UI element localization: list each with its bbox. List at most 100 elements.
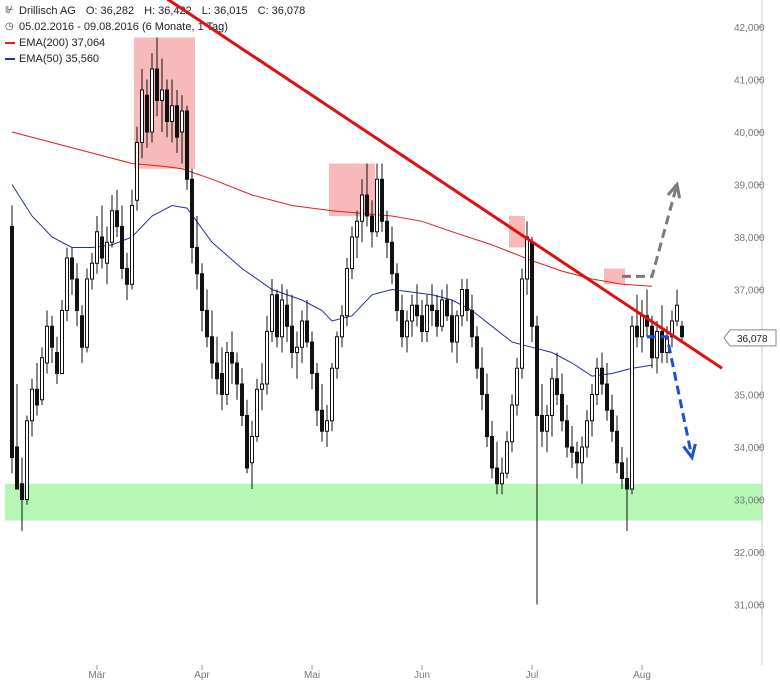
candle-body	[290, 325, 294, 353]
y-tick-label: 33,000	[734, 496, 765, 507]
candle	[415, 284, 419, 327]
candle-body	[450, 315, 454, 343]
candle-body	[340, 315, 344, 338]
candle-body	[595, 367, 599, 395]
candle-body	[255, 388, 259, 437]
candle-body	[635, 325, 639, 338]
candle-body	[405, 320, 409, 338]
candle	[495, 441, 499, 495]
candle	[145, 79, 149, 148]
x-tick-label: Jul	[526, 670, 539, 681]
candle	[330, 363, 334, 432]
candle-body	[625, 478, 629, 490]
candle-body	[85, 278, 89, 348]
resistance-trendline	[166, 0, 723, 370]
candle	[270, 279, 274, 342]
candle	[365, 163, 369, 227]
candle-body	[455, 315, 459, 343]
candle	[290, 294, 294, 369]
candle	[450, 300, 454, 353]
candle	[300, 310, 304, 363]
candle	[500, 457, 504, 495]
candle-body	[200, 273, 204, 311]
candle-body	[605, 383, 609, 411]
candle	[350, 226, 354, 279]
candle	[545, 405, 549, 453]
zones-layer	[5, 37, 762, 521]
x-tick-label: Apr	[194, 670, 210, 681]
candle-body	[565, 420, 569, 448]
ohlc-close-value: 36,078	[271, 5, 306, 17]
candle	[275, 289, 279, 348]
candle-body	[20, 483, 24, 500]
candle	[635, 294, 639, 348]
candle	[25, 415, 29, 505]
candle	[180, 95, 184, 164]
candle	[100, 205, 104, 269]
candle-body	[580, 446, 584, 464]
candle-body	[60, 310, 64, 374]
candle-body	[165, 89, 169, 122]
y-tick-label: 39,000	[734, 181, 765, 192]
x-tick-label: Mär	[88, 670, 106, 681]
candle-body	[30, 388, 34, 422]
candle-body	[75, 278, 79, 311]
candle	[510, 394, 514, 453]
candle-body	[215, 362, 219, 380]
candle	[265, 315, 269, 395]
candle-body	[600, 367, 604, 385]
candle	[345, 258, 349, 327]
candle-body	[110, 210, 114, 243]
y-tick-label: 37,000	[734, 286, 765, 297]
candle	[325, 405, 329, 447]
candle-body	[620, 462, 624, 479]
candle	[305, 300, 309, 348]
legend-ema200-row: EMA(200) 37,064	[5, 35, 305, 51]
candle-body	[235, 362, 239, 385]
candle-body	[355, 220, 359, 238]
candle	[425, 294, 429, 342]
candle-body	[505, 441, 509, 474]
candle-body	[500, 472, 504, 485]
candle	[15, 384, 19, 490]
candle	[420, 300, 424, 342]
candle-body	[660, 331, 664, 353]
candle-body	[520, 278, 524, 369]
candle	[60, 300, 64, 374]
candle	[525, 221, 529, 295]
candle	[555, 352, 559, 405]
candle	[335, 331, 339, 379]
x-tick-label: Jun	[414, 670, 430, 681]
candle-body	[180, 110, 184, 133]
ema200-value: 37,064	[71, 37, 106, 49]
candle-body	[280, 299, 284, 338]
candle-body	[390, 241, 394, 275]
current-price-label: 36,078	[737, 334, 768, 345]
candle	[10, 205, 14, 474]
candle	[520, 268, 524, 379]
y-tick-label: 34,000	[734, 443, 765, 454]
y-tick-label: 38,000	[734, 233, 765, 244]
candle-body	[120, 226, 124, 269]
candle	[610, 394, 614, 442]
candle	[360, 179, 364, 243]
candle	[630, 315, 634, 495]
x-tick-label: Aug	[633, 670, 651, 681]
candle-body	[160, 89, 164, 101]
candle-body	[310, 341, 314, 374]
candle-body	[45, 325, 49, 364]
candle	[590, 384, 594, 437]
candle	[645, 289, 649, 337]
candle	[315, 363, 319, 426]
candle-body	[25, 420, 29, 500]
candle	[185, 105, 189, 190]
candle-body	[590, 394, 594, 422]
candle-body	[560, 394, 564, 422]
candle-body	[385, 220, 389, 243]
candle-body	[470, 310, 474, 338]
period-text: 05.02.2016 - 09.08.2016 (6 Monate, 1 Tag…	[19, 21, 228, 33]
candle	[120, 205, 124, 279]
candle-body	[460, 289, 464, 317]
ema50-swatch	[5, 58, 15, 60]
candle	[295, 331, 299, 379]
